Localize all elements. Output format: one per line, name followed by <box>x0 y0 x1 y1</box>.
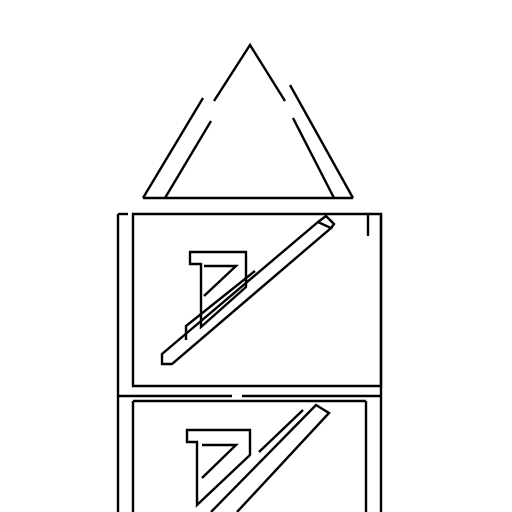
upper-pencil-inner <box>184 270 256 340</box>
upper-frame-inner-box <box>131 212 383 388</box>
triangle-inner-right <box>291 117 336 199</box>
triangle-outer-right <box>288 84 355 199</box>
lower-pencil-symbol <box>185 403 331 512</box>
lower-flag <box>185 428 252 508</box>
upper-pencil-body <box>160 220 334 366</box>
lower-pencil-inner <box>258 409 304 453</box>
triangle-inner-left <box>163 120 213 199</box>
upper-flag-inner <box>203 264 240 297</box>
triangle-outer-left <box>141 97 205 199</box>
upper-flag <box>188 250 248 330</box>
triangle-outer-apex <box>212 42 287 102</box>
upper-pencil-tip <box>317 214 336 229</box>
triangle-outline <box>141 42 355 200</box>
lower-flag-inner <box>201 443 239 479</box>
upper-panel-frame <box>116 212 383 512</box>
upper-pencil-symbol <box>160 214 336 366</box>
lower-panel-frame <box>131 399 368 512</box>
lower-pencil-body <box>210 403 331 512</box>
